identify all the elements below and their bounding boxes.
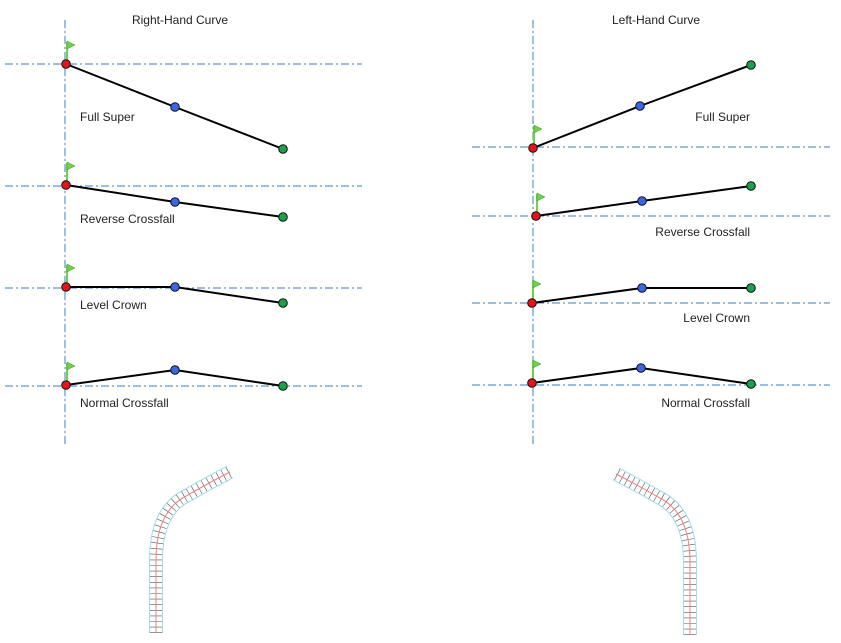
rh-reverse-crossfall-left-edge-point [61,180,71,190]
lh-full-super-crown-point [635,101,645,111]
rh-level-crown-crown-point [170,282,180,292]
rh-normal-crossfall-crown-point [170,365,180,375]
lh-level-crown-left-edge-point [527,298,537,308]
left-hand-curve-plan-inner [613,468,696,635]
title-left-hand-curve: Left-Hand Curve [612,13,700,27]
label-lh-level-crown: Level Crown [683,311,750,325]
rh-reverse-crossfall-right-edge-point [278,212,288,222]
label-lh-normal-crossfall: Normal Crossfall [661,396,750,410]
left-hand-curve-plan-centerline [615,473,691,635]
label-rh-normal-crossfall: Normal Crossfall [80,396,169,410]
lh-level-crown-crown-point [637,283,647,293]
lh-reverse-crossfall-left-edge-point [531,211,541,221]
lh-level-crown-flag-banner [532,279,542,289]
right-hand-curve-plan [149,465,234,633]
lh-level-crown-right-edge-point [746,283,756,293]
lh-reverse-crossfall-right-edge-point [746,181,756,191]
lh-reverse-crossfall-crown-point [637,196,647,206]
rh-full-super-crown-point [170,102,180,112]
lh-full-super-left-edge-point [528,143,538,153]
right-hand-curve-plan-inner [150,466,233,633]
rh-full-super-right-edge-point [278,144,288,154]
lh-reverse-crossfall-flag-banner [536,192,546,202]
lh-normal-crossfall-right-edge-point [746,379,756,389]
rh-normal-crossfall-left-edge-point [61,380,71,390]
lh-normal-crossfall-left-edge-point [527,378,537,388]
rh-level-crown-left-edge-point [61,282,71,292]
lh-normal-crossfall-crown-point [636,363,646,373]
label-rh-level-crown: Level Crown [80,298,147,312]
lh-full-super-flag-banner [533,124,543,134]
rh-level-crown-right-edge-point [278,298,288,308]
left-hand-curve-plan [612,467,697,635]
rh-level-crown-flag-banner [66,263,76,273]
label-lh-full-super: Full Super [695,110,750,124]
rh-normal-crossfall-flag-banner [66,361,76,371]
rh-full-super-left-edge-point [61,59,71,69]
rh-normal-crossfall-right-edge-point [278,381,288,391]
label-rh-full-super: Full Super [80,110,135,124]
right-hand-curve-plan-centerline [155,471,231,633]
rh-reverse-crossfall-flag-banner [66,161,76,171]
label-rh-reverse-crossfall: Reverse Crossfall [80,212,175,226]
rh-reverse-crossfall-crown-point [170,197,180,207]
title-right-hand-curve: Right-Hand Curve [132,13,228,27]
label-lh-reverse-crossfall: Reverse Crossfall [655,225,750,239]
lh-full-super-right-edge-point [746,60,756,70]
rh-full-super-flag-banner [66,40,76,50]
lh-normal-crossfall-flag-banner [532,359,542,369]
